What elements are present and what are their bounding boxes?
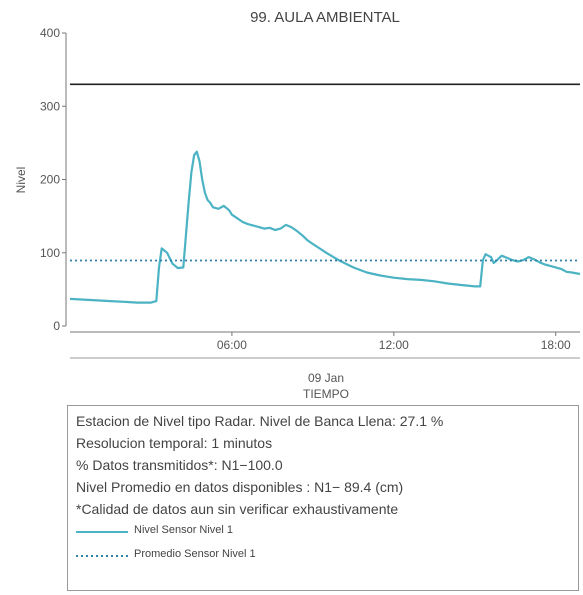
info-transmitted-line: % Datos transmitidos*: N1−100.0 [76,457,283,473]
info-resolution-line: Resolucion temporal: 1 minutos [76,435,273,451]
x-tick-label: 18:00 [541,338,571,352]
axes: 0 100 200 300 400 06:00 12:00 18:00 [40,26,580,359]
info-station-line: Estacion de Nivel tipo Radar. Nivel de B… [76,413,444,429]
info-average-line: Nivel Promedio en datos disponibles : N1… [76,479,404,495]
y-tick-label: 400 [40,26,60,40]
y-tick-label: 200 [40,173,60,187]
legend-label-promedio: Promedio Sensor Nivel 1 [134,548,256,560]
y-tick-label: 100 [40,246,60,260]
y-tick-label: 300 [40,99,60,113]
info-box: Estacion de Nivel tipo Radar. Nivel de B… [67,405,579,591]
y-axis-label: Nivel [14,167,28,194]
x-tick-label: 12:00 [379,338,409,352]
legend-item-promedio: Promedio Sensor Nivel 1 [76,544,578,568]
chart-title: 99. AULA AMBIENTAL [250,9,400,26]
series-line-nivel [69,150,581,304]
x-tick-label: 06:00 [217,338,247,352]
info-quality-note: *Calidad de datos aun sin verificar exha… [76,501,399,517]
plot-area [69,83,581,304]
legend-item-nivel: Nivel Sensor Nivel 1 [76,520,578,544]
chart: 99. AULA AMBIENTAL 0 100 200 300 400 06:00 12:… [14,9,581,400]
legend-swatch-dotted [76,555,128,557]
x-axis-date-label: 09 Jan [308,371,344,385]
y-tick-label: 0 [53,319,60,333]
legend-swatch-solid [76,531,128,533]
x-axis-label: TIEMPO [303,387,349,400]
legend-label-nivel: Nivel Sensor Nivel 1 [134,524,234,536]
